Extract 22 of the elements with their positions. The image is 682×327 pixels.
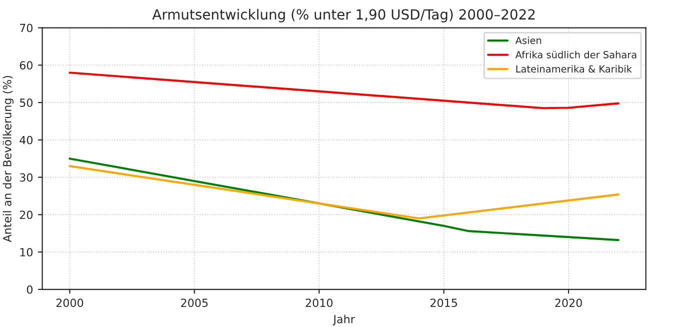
x-tick-label: 2010	[306, 298, 333, 308]
x-tick-label: 2015	[430, 298, 457, 308]
x-tick-label: 2020	[555, 298, 582, 308]
y-tick-label: 10	[20, 248, 33, 256]
y-axis-title: Anteil an der Bevölkerung (%)	[2, 76, 14, 242]
line-series	[68, 158, 620, 242]
y-tick-label: 20	[20, 210, 33, 220]
line-series	[68, 165, 620, 220]
y-tick-label: 60	[20, 61, 33, 70]
y-tick-label: 30	[20, 173, 33, 182]
y-tick-label: 0	[26, 285, 33, 294]
legend-label: Lateinamerika & Karibik	[516, 65, 632, 73]
y-tick-label: 70	[20, 24, 33, 32]
x-axis-title: Jahr	[332, 314, 355, 326]
x-tick-label: 2005	[181, 298, 208, 308]
legend-label: Afrika südlich der Sahara	[515, 50, 636, 58]
y-tick-label: 50	[20, 98, 33, 107]
chart-title: Armutsentwicklung (% unter 1,90 USD/Tag) 2000–2022	[152, 8, 535, 22]
y-tick-label: 40	[20, 136, 33, 144]
x-tick-label: 2000	[56, 298, 84, 308]
line-series	[68, 72, 620, 110]
legend-label: Asien	[515, 36, 542, 44]
